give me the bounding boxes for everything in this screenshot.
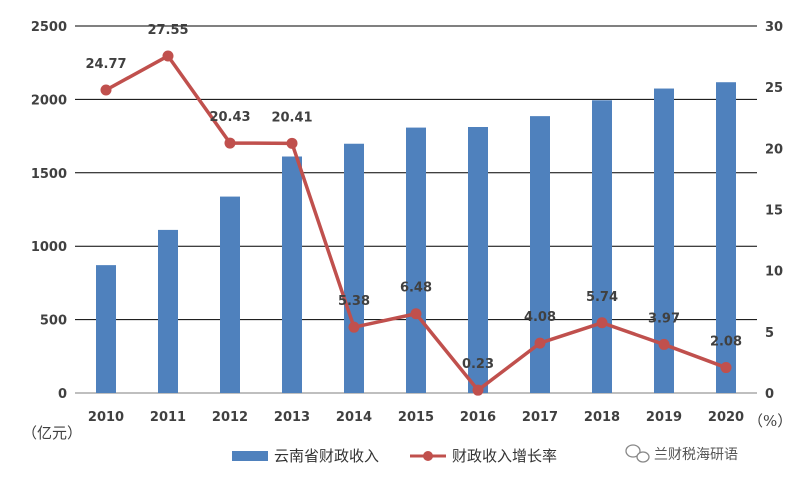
x-tick-label: 2020 (708, 410, 744, 425)
bar (716, 82, 736, 394)
y-left-tick-label: 1000 (31, 240, 67, 255)
legend-line-marker (423, 451, 433, 461)
y-left-unit: （亿元） (22, 424, 82, 442)
legend: 云南省财政收入 财政收入增长率 (232, 447, 557, 465)
data-label: 4.08 (524, 310, 556, 325)
bar (344, 143, 364, 393)
line-point (348, 321, 360, 333)
y-right-tick-label: 0 (765, 387, 774, 402)
line-point (720, 362, 732, 374)
data-label: 5.38 (338, 294, 370, 309)
wechat-icon (625, 444, 650, 463)
y-left-tick-label: 1500 (31, 167, 67, 182)
line-point (472, 384, 484, 396)
data-label: 0.23 (462, 357, 494, 372)
y-right-tick-label: 5 (765, 326, 774, 341)
bar (96, 265, 116, 393)
watermark-text: 兰财税海研语 (654, 447, 738, 463)
x-tick-label: 2010 (88, 410, 124, 425)
x-tick-label: 2012 (212, 410, 248, 425)
x-tick-label: 2014 (336, 410, 372, 425)
y-left-tick-label: 500 (40, 314, 67, 329)
legend-bar-swatch (232, 451, 268, 461)
y-right-tick-label: 30 (765, 20, 783, 35)
y-left-tick-label: 2000 (31, 93, 67, 108)
line-point (658, 338, 670, 350)
bar (592, 100, 612, 394)
x-tick-label: 2013 (274, 410, 310, 425)
data-label: 27.55 (147, 23, 188, 38)
bar (282, 156, 302, 393)
bar (220, 196, 240, 393)
line-point (596, 317, 608, 329)
data-label: 6.48 (400, 281, 432, 296)
y-right-unit: （%） (748, 412, 792, 430)
x-tick-label: 2016 (460, 410, 496, 425)
bar (158, 229, 178, 393)
bar (654, 88, 674, 393)
data-label: 24.77 (85, 57, 126, 72)
x-tick-label: 2018 (584, 410, 620, 425)
bar (406, 127, 426, 393)
watermark: 兰财税海研语 (625, 444, 738, 463)
data-label: 20.41 (271, 110, 312, 125)
line-point (534, 337, 546, 349)
line-point (224, 137, 236, 149)
bar (530, 116, 550, 394)
x-tick-label: 2015 (398, 410, 434, 425)
data-label: 2.08 (710, 335, 742, 350)
legend-bar-label: 云南省财政收入 (274, 447, 379, 465)
x-tick-label: 2019 (646, 410, 682, 425)
x-tick-label: 2017 (522, 410, 558, 425)
line-point (286, 137, 298, 149)
y-left-tick-label: 0 (58, 387, 67, 402)
line-point (410, 308, 422, 320)
bar-series (96, 82, 736, 394)
line-point (162, 50, 174, 62)
y-right-tick-label: 20 (765, 142, 783, 157)
y-right-tick-label: 15 (765, 204, 783, 219)
y-right-tick-label: 10 (765, 265, 783, 280)
bar (468, 126, 488, 393)
x-tick-label: 2011 (150, 410, 186, 425)
y-left-tick-label: 2500 (31, 20, 67, 35)
data-label: 3.97 (648, 311, 680, 326)
line-point (100, 84, 112, 96)
data-label: 5.74 (586, 290, 618, 305)
legend-line-label: 财政收入增长率 (452, 447, 557, 465)
y-right-tick-label: 25 (765, 81, 783, 96)
axis-ticks: 0 500 1000 1500 2000 2500 0 5 10 15 20 25 30 2010 2011… (31, 20, 783, 425)
line-series: 24.77 27.55 20.43 20.41 5.38 6.48 0.23 4.08 5.74… (85, 23, 742, 396)
data-label: 20.43 (209, 110, 250, 125)
